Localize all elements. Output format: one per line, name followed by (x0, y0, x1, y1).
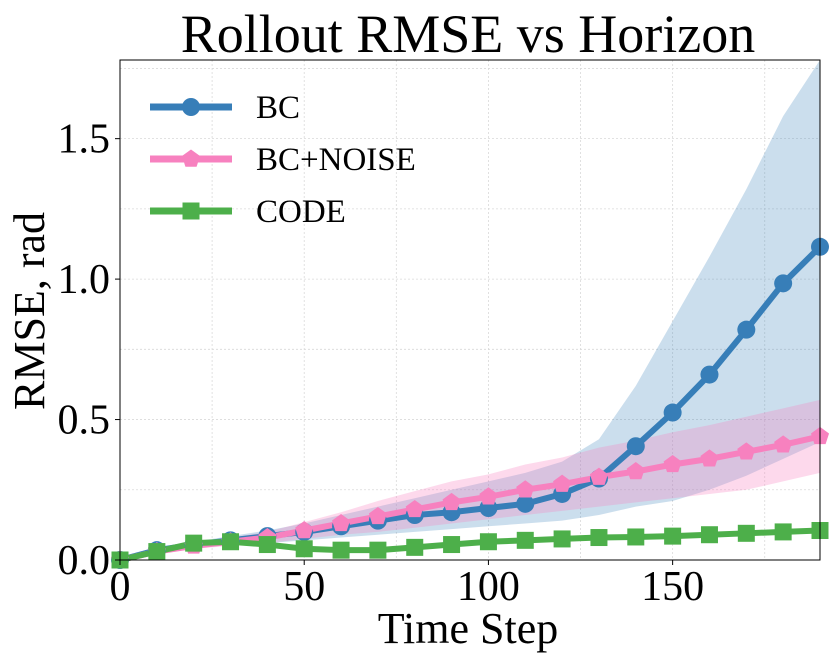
point-bc-noise (295, 521, 314, 539)
y-axis-label: RMSE, rad (5, 212, 54, 410)
point-code (369, 541, 387, 559)
point-bc (663, 403, 682, 422)
point-bc-noise (405, 499, 424, 518)
point-code (627, 528, 645, 546)
point-code (479, 533, 497, 551)
point-bc-noise (737, 442, 756, 460)
point-code (774, 523, 792, 541)
legend-label-bc: BC (256, 90, 300, 126)
chart-title: Rollout RMSE vs Horizon (181, 4, 756, 64)
point-bc (516, 494, 535, 513)
x-tick-label: 50 (283, 564, 325, 610)
y-tick-label: 0.0 (58, 538, 111, 584)
x-tick-label: 100 (457, 564, 520, 610)
point-code (258, 536, 276, 554)
point-bc-noise (368, 506, 387, 525)
legend-marker-code (182, 202, 200, 220)
legend-label-code: CODE (256, 194, 346, 230)
point-bc-noise (442, 492, 461, 511)
y-tick-label: 1.5 (58, 117, 111, 163)
point-bc (737, 320, 756, 339)
x-tick-label: 150 (641, 564, 704, 610)
point-code (737, 524, 755, 542)
point-bc-noise (663, 454, 682, 473)
point-code (185, 534, 203, 552)
y-tick-label: 1.0 (58, 257, 111, 303)
point-bc-noise (479, 487, 498, 505)
point-code (222, 533, 240, 551)
plot-frame (119, 59, 821, 561)
point-bc (774, 274, 793, 293)
point-bc-noise (332, 513, 351, 532)
point-code (700, 526, 718, 544)
legend-label-bc-noise: BC+NOISE (256, 142, 416, 178)
point-code (516, 531, 534, 549)
x-axis-label: Time Step (378, 604, 559, 653)
series-markers (110, 237, 830, 569)
point-code (553, 530, 571, 548)
point-code (443, 536, 461, 554)
y-tick-label: 0.5 (58, 398, 111, 444)
point-code (332, 541, 350, 559)
point-bc-noise (516, 480, 535, 498)
y-axis-ticks: 0.0 0.5 1.0 1.5 (58, 117, 120, 584)
legend-marker-bc-noise (181, 149, 201, 167)
point-code (148, 543, 166, 561)
point-bc-noise (553, 474, 572, 492)
point-code (590, 529, 608, 547)
x-tick-label: 0 (110, 564, 131, 610)
point-bc (626, 437, 645, 456)
confidence-bands (120, 60, 820, 560)
point-bc-noise (589, 467, 608, 485)
point-bc (700, 365, 719, 384)
point-bc-noise (774, 435, 793, 453)
point-code (295, 540, 313, 558)
x-axis-ticks: 0 50 100 150 (110, 560, 704, 610)
point-code (406, 538, 424, 556)
point-bc-noise (700, 449, 719, 467)
legend: BC BC+NOISE CODE (150, 90, 416, 230)
point-bc-noise (626, 462, 645, 480)
point-code (664, 527, 682, 545)
legend-marker-bc (182, 98, 200, 116)
